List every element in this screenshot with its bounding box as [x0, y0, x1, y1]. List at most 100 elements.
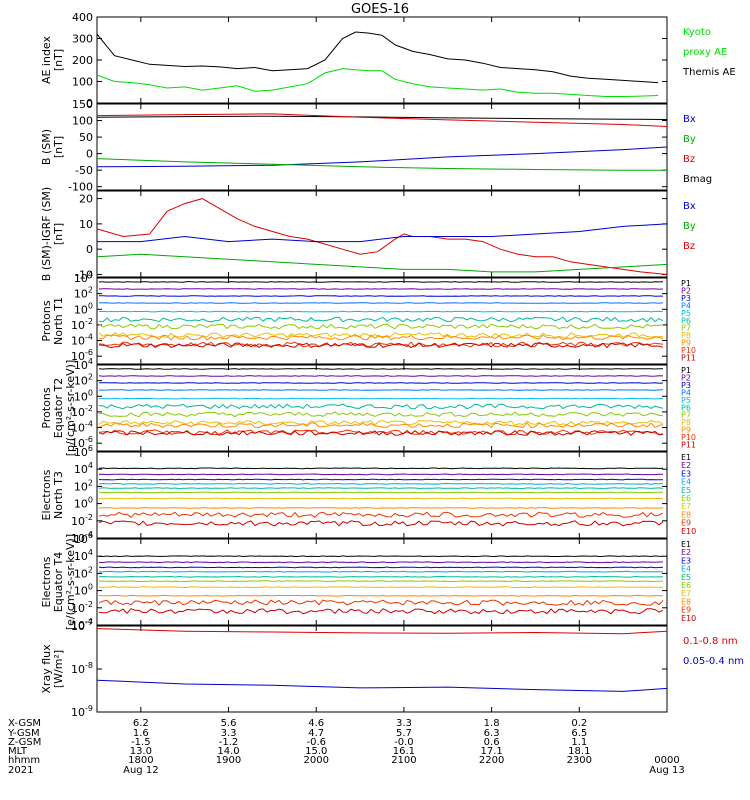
orbit-value: -1.5: [131, 737, 151, 748]
orbit-value: 2300: [567, 755, 592, 766]
y-tick-exponent: 2: [88, 565, 93, 574]
orbit-value: 14.0: [217, 746, 239, 757]
legend-entry: P9: [681, 339, 691, 348]
legend-entry: E3: [681, 469, 691, 478]
series-line-E8: [98, 507, 664, 509]
series-line-E1: [98, 555, 664, 558]
orbit-value: 16.1: [393, 746, 415, 757]
y-tick-exponent: -2: [85, 600, 93, 609]
series-line-E9: [98, 599, 664, 606]
y-tick-label: 104: [74, 461, 93, 476]
legend-entry: Themis AE: [682, 67, 736, 78]
y-tick-label: 10-2: [71, 513, 93, 528]
legend-entry: P7: [681, 324, 691, 333]
legend-entry: E5: [681, 573, 691, 582]
orbit-row-label: Z-GSM: [8, 737, 41, 748]
y-tick-label: 102: [74, 478, 93, 493]
chart-panel-2: -100 -50 0 50 100 150 B (SM) [nT] Bx By Bz Bmag: [40, 98, 712, 194]
series-line-E6: [99, 580, 664, 583]
y-tick-label: 10-2: [71, 317, 93, 332]
orbit-value: 3.3: [396, 718, 412, 729]
series-line-Kyoto-proxy-AE: [96, 68, 659, 97]
series-line-E3: [98, 566, 664, 569]
series-line-P9: [98, 334, 664, 341]
legend-entry: E1: [681, 453, 691, 462]
y-tick-exponent: -2: [85, 513, 93, 522]
chart-panel-8: 10-7 10-8 10-9 Xray flux [W/m²] 0.1-0.8 nm 0.0…: [40, 618, 744, 719]
y-axis-label: Equator T4: [52, 552, 65, 612]
y-axis-label: Equator T2: [52, 378, 65, 438]
legend-entry: P4: [681, 301, 691, 310]
y-axis-label: B (SM): [40, 129, 53, 165]
y-tick-exponent: 4: [88, 548, 93, 557]
y-tick-exponent: 6: [88, 531, 93, 540]
series-line-E10: [98, 608, 664, 615]
legend-entry: P2: [681, 373, 691, 382]
series-line-P2: [98, 375, 664, 377]
y-tick-label: 20: [79, 193, 93, 206]
orbit-value: 0.2: [571, 718, 587, 729]
orbit-value: 6.3: [484, 728, 500, 739]
y-axis-label: [nT]: [52, 136, 65, 158]
y-tick-label: 10-8: [71, 661, 93, 676]
legend-entry: E9: [681, 606, 691, 615]
y-axis-label: North T3: [52, 471, 65, 519]
legend-entry: E8: [681, 597, 691, 606]
series-line-0.1-0.8-nm: [96, 628, 668, 635]
orbit-value: -0.6: [306, 737, 326, 748]
legend-entry: 0.1-0.8 nm: [683, 636, 738, 647]
series-line-E3: [98, 478, 663, 481]
series-line-E9: [98, 511, 664, 518]
y-axis-label: [e/(cm²-s-sr-keV)]: [64, 534, 77, 630]
legend-entry: P10: [681, 433, 696, 442]
y-tick-label: 100: [72, 76, 93, 89]
panel-frame: [96, 364, 668, 452]
series-line-P6: [98, 403, 664, 410]
y-tick-label: 104: [74, 270, 93, 285]
series-line-0.05-0.4-nm: [96, 679, 668, 692]
y-tick-label: 400: [72, 11, 93, 24]
orbit-value: 1900: [216, 755, 241, 766]
y-tick-exponent: 2: [88, 373, 93, 382]
series-line-By: [96, 253, 668, 273]
legend-entry: P6: [681, 403, 691, 412]
legend-entry: P8: [681, 331, 691, 340]
y-axis-label: Xray flux: [40, 644, 53, 694]
orbit-value: 2200: [479, 755, 504, 766]
orbit-row-label: Y-GSM: [7, 728, 40, 739]
orbit-value: 6.5: [571, 728, 587, 739]
legend-entry: P9: [681, 426, 691, 435]
panel-frame: [96, 625, 668, 713]
legend-entry: E1: [681, 540, 691, 549]
orbit-value: 1.8: [484, 718, 500, 729]
panel-frame: [96, 277, 668, 365]
orbit-value: 4.7: [308, 728, 324, 739]
series-line-E2: [98, 561, 663, 564]
series-line-P7: [98, 411, 664, 418]
y-tick-exponent: -2: [85, 404, 93, 413]
series-line-E5: [98, 487, 664, 490]
series-line-P4: [99, 389, 664, 391]
orbit-value: 18.1: [568, 746, 590, 757]
legend-entry: P7: [681, 411, 691, 420]
chart-panel-3: -10 0 10 20 B (SM)-IGRF (SM) [nT] Bx By Bz: [40, 187, 696, 282]
legend-entry: E7: [681, 502, 691, 511]
y-tick-label: -50: [75, 164, 93, 177]
orbit-value: 17.1: [480, 746, 502, 757]
y-tick-exponent: -9: [85, 704, 93, 713]
y-axis-label: Electrons: [40, 556, 53, 607]
chart-panel-1: 0 100 200 300 400 AE index [nT] Kyoto proxy AE Th…: [40, 11, 736, 110]
legend-entry: P11: [681, 354, 696, 363]
legend-entry: Bmag: [683, 174, 712, 185]
y-axis-label: Electrons: [40, 469, 53, 520]
y-axis-label: [nT]: [52, 49, 65, 71]
legend-entry: Bz: [683, 241, 695, 252]
panel-frame: [96, 190, 668, 278]
orbit-row-label: X-GSM: [8, 718, 41, 729]
series-line-P11: [98, 342, 664, 349]
legend-entry: P8: [681, 418, 691, 427]
orbit-row-label: 2021: [8, 765, 33, 776]
y-tick-label: 0: [86, 148, 93, 161]
y-tick-label: 102: [74, 286, 93, 301]
